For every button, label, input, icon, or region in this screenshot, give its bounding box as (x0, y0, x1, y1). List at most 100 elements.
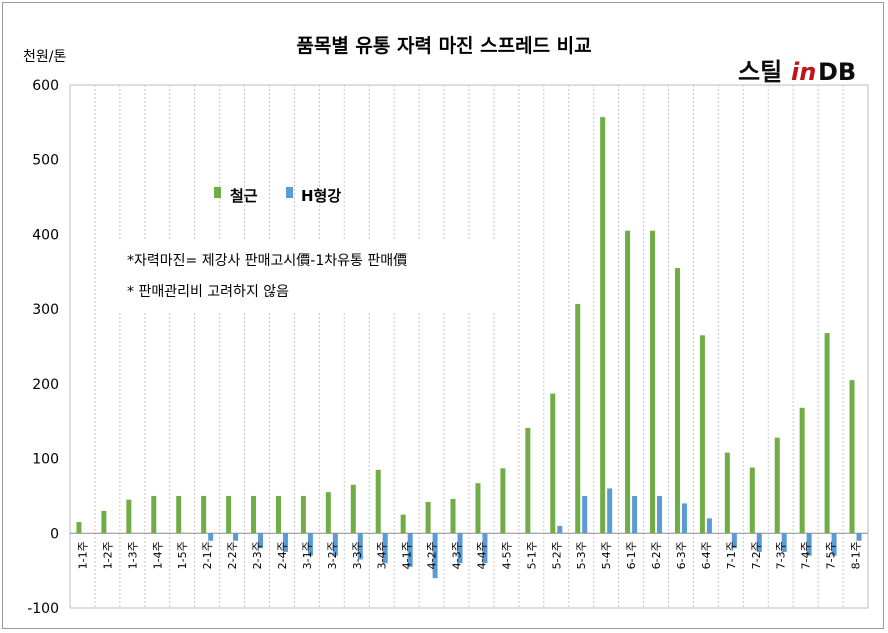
y-axis: -100 0 100 200 300 400 500 600 (27, 78, 59, 617)
legend: 철근 H형강 (214, 187, 341, 205)
bar-hbeam (332, 533, 338, 556)
x-axis: 1-1주 1-2주 1-3주 1-4주 1-5주 2-1주 2-2주 2-3주 2-4주 3-1주… (76, 541, 862, 569)
brand-logo: 스틸 in DB (738, 58, 856, 86)
bar-layer (76, 117, 862, 579)
bar-hbeam (357, 533, 363, 560)
y-tick-label: 600 (32, 78, 59, 94)
bar-rebar (625, 230, 631, 534)
x-tick-label: 7-4주 (800, 541, 813, 569)
x-tick-label: 4-4주 (475, 541, 488, 569)
bar-rebar (375, 469, 381, 534)
note-line-2: * 판매관리비 고려하지 않음 (127, 284, 289, 300)
bar-rebar (300, 495, 306, 534)
bar-rebar (201, 495, 207, 534)
x-tick-label: 7-1주 (725, 541, 738, 569)
legend-label-hbeam: H형강 (301, 187, 341, 205)
x-tick-label: 5-4주 (600, 541, 613, 569)
bar-hbeam (407, 533, 413, 567)
bar-hbeam (632, 495, 638, 534)
bar-hbeam (681, 503, 687, 534)
x-tick-label: 2-1주 (201, 541, 214, 569)
x-tick-label: 1-1주 (76, 541, 89, 569)
y-tick-label: 500 (32, 153, 59, 169)
x-tick-label: 5-1주 (525, 541, 538, 569)
x-tick-label: 1-3주 (126, 541, 139, 569)
x-tick-label: 2-4주 (276, 541, 289, 569)
bar-rebar (500, 468, 506, 534)
legend-swatch-hbeam (286, 187, 293, 198)
x-tick-label: 3-3주 (351, 541, 364, 569)
x-tick-label: 7-5주 (825, 541, 838, 569)
bar-hbeam (706, 518, 712, 534)
brand-text-in: in (791, 58, 816, 86)
x-tick-label: 8-1주 (850, 541, 863, 569)
x-tick-label: 2-2주 (226, 541, 239, 569)
bar-hbeam (831, 533, 837, 556)
x-tick-label: 4-5주 (500, 541, 513, 569)
bar-rebar (275, 495, 281, 534)
bar-hbeam (307, 533, 313, 556)
x-tick-label: 6-1주 (625, 541, 638, 569)
bar-hbeam (282, 533, 288, 552)
x-tick-label: 6-4주 (700, 541, 713, 569)
x-tick-label: 2-3주 (251, 541, 264, 569)
bar-rebar (475, 483, 481, 534)
brand-text-db: DB (818, 58, 856, 86)
y-tick-label: 200 (32, 377, 59, 393)
bar-hbeam (258, 533, 264, 549)
bar-rebar (226, 495, 232, 534)
bar-hbeam (582, 495, 588, 534)
brand-text-main: 스틸 (738, 58, 782, 86)
bar-hbeam (557, 525, 563, 534)
bar-rebar (699, 335, 705, 534)
chart-svg: 품목별 유통 자력 마진 스프레드 비교 천원/톤 스틸 in DB -100 0… (23, 35, 869, 617)
bar-hbeam (233, 533, 239, 541)
bar-rebar (450, 498, 456, 534)
bar-hbeam (856, 533, 862, 541)
unit-label: 천원/톤 (23, 49, 66, 65)
note-box: *자력마진= 제강사 판매고시價-1차유통 판매價 * 판매관리비 고려하지 않… (113, 239, 518, 311)
x-tick-label: 6-2주 (650, 541, 663, 569)
bar-rebar (674, 268, 680, 534)
y-tick-label: -100 (27, 601, 59, 617)
x-tick-label: 5-2주 (550, 541, 563, 569)
x-tick-label: 1-4주 (151, 541, 164, 569)
bar-hbeam (731, 533, 737, 549)
bar-rebar (76, 522, 82, 534)
note-line-1: *자력마진= 제강사 판매고시價-1차유통 판매價 (127, 252, 407, 269)
bar-hbeam (806, 533, 812, 556)
bar-hbeam (208, 533, 214, 541)
x-tick-label: 1-5주 (176, 541, 189, 569)
bar-hbeam (432, 533, 438, 579)
bar-hbeam (756, 533, 762, 552)
y-tick-label: 300 (32, 302, 59, 318)
x-tick-label: 7-3주 (775, 541, 788, 569)
bar-rebar (550, 393, 556, 534)
bar-rebar (176, 495, 182, 534)
x-tick-label: 3-4주 (376, 541, 389, 569)
bar-rebar (425, 501, 431, 534)
bar-hbeam (781, 533, 787, 552)
legend-swatch-rebar (214, 187, 221, 198)
y-tick-label: 400 (32, 227, 59, 243)
legend-label-rebar: 철근 (230, 187, 258, 205)
x-tick-label: 4-2주 (426, 541, 439, 569)
bar-rebar (824, 333, 830, 534)
bar-rebar (350, 484, 356, 534)
note-background (113, 239, 518, 311)
bar-rebar (774, 437, 780, 534)
bar-hbeam (457, 533, 463, 564)
bar-rebar (650, 230, 656, 534)
x-tick-label: 3-2주 (326, 541, 339, 569)
x-tick-label: 1-2주 (101, 541, 114, 569)
x-tick-label: 5-3주 (575, 541, 588, 569)
bar-rebar (799, 407, 805, 534)
x-tick-label: 4-3주 (451, 541, 464, 569)
bar-rebar (325, 492, 331, 534)
bar-rebar (251, 495, 257, 534)
bar-rebar (724, 452, 730, 534)
bar-rebar (849, 380, 855, 534)
grid-layer (70, 85, 868, 608)
x-tick-label: 3-1주 (301, 541, 314, 569)
